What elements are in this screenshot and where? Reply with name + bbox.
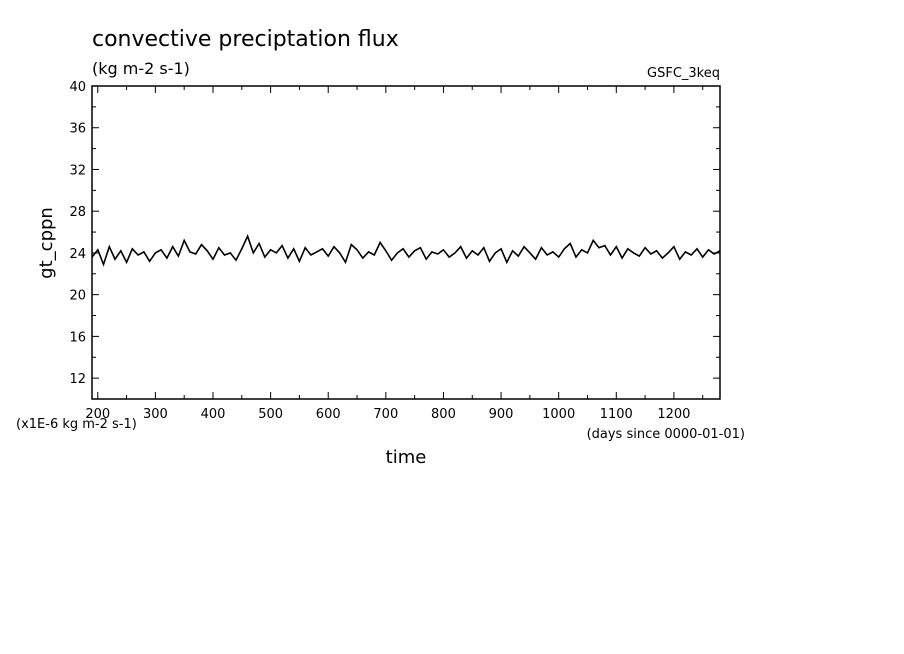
x-tick-label: 600	[316, 407, 341, 422]
x-tick-label: 200	[85, 407, 110, 422]
x-tick-label: 700	[373, 407, 398, 422]
y-tick-label: 32	[69, 163, 86, 178]
x-axis-ticks: 200 300 400 500 600 700 800 900 1000 1100 1200	[85, 86, 704, 422]
y-axis-ticks: 12 16 20 24 28 32 36 40	[69, 80, 720, 400]
x-tick-label: 400	[201, 407, 226, 422]
series-line	[91, 234, 721, 267]
x-tick-label: 800	[431, 407, 456, 422]
y-tick-label: 24	[69, 247, 86, 262]
y-tick-label: 36	[69, 122, 86, 137]
y-tick-label: 28	[69, 205, 86, 220]
y-scale-note: (x1E-6 kg m-2 s-1)	[16, 417, 137, 432]
source-label: GSFC_3keq	[647, 66, 720, 81]
x-tick-label: 1000	[542, 407, 575, 422]
chart-units: (kg m-2 s-1)	[92, 59, 190, 78]
y-tick-label: 16	[69, 330, 86, 345]
y-axis-label: gt_cppn	[36, 207, 57, 279]
x-axis-label: time	[386, 447, 427, 468]
x-units-label: (days since 0000-01-01)	[587, 427, 745, 442]
y-tick-label: 12	[69, 372, 86, 387]
x-tick-label: 300	[143, 407, 168, 422]
x-tick-label: 900	[489, 407, 514, 422]
x-tick-label: 1100	[600, 407, 633, 422]
plot-frame	[91, 85, 721, 400]
y-tick-label: 40	[69, 80, 86, 95]
x-tick-label: 500	[258, 407, 283, 422]
x-tick-label: 1200	[657, 407, 690, 422]
y-tick-label: 20	[69, 289, 86, 304]
chart-title: convective preciptation flux	[92, 27, 399, 52]
